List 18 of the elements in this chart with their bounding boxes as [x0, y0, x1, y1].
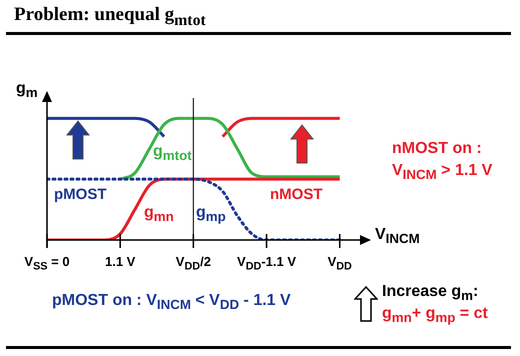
- x-tick-label: V$_{DD}$: [328, 254, 352, 273]
- text: nMOST on :: [392, 140, 482, 158]
- annotation: pMOST: [54, 186, 106, 203]
- x-tick-label: V$_{DD}$/2: [176, 254, 211, 273]
- text: g$_{mn}$+ g$_{mp}$ = ct: [382, 305, 488, 326]
- text: V$_{INCM}$ > 1.1 V: [392, 162, 492, 182]
- series-label: g$_{mp}$: [196, 204, 226, 224]
- x-tick-label: V$_{DD}$-1.1 V: [237, 254, 296, 273]
- y-axis-title: g$_{m}$: [16, 80, 38, 100]
- text: pMOST on : V$_{INCM}$ < V$_{DD}$ - 1.1 V: [52, 292, 291, 312]
- chart-title: Problem: unequal g$_{mtot}$: [14, 4, 206, 30]
- annotation: nMOST: [270, 186, 322, 203]
- x-tick-label: V$_{SS}$ = 0: [24, 254, 70, 273]
- series-label: g$_{mn}$: [144, 204, 174, 224]
- series-label: g$_{mtot}$: [153, 143, 192, 164]
- text: Increase g$_{m}$:: [382, 283, 478, 304]
- x-axis-title: V$_{INCM}$: [375, 226, 420, 246]
- x-tick-label: 1.1 V: [104, 254, 136, 269]
